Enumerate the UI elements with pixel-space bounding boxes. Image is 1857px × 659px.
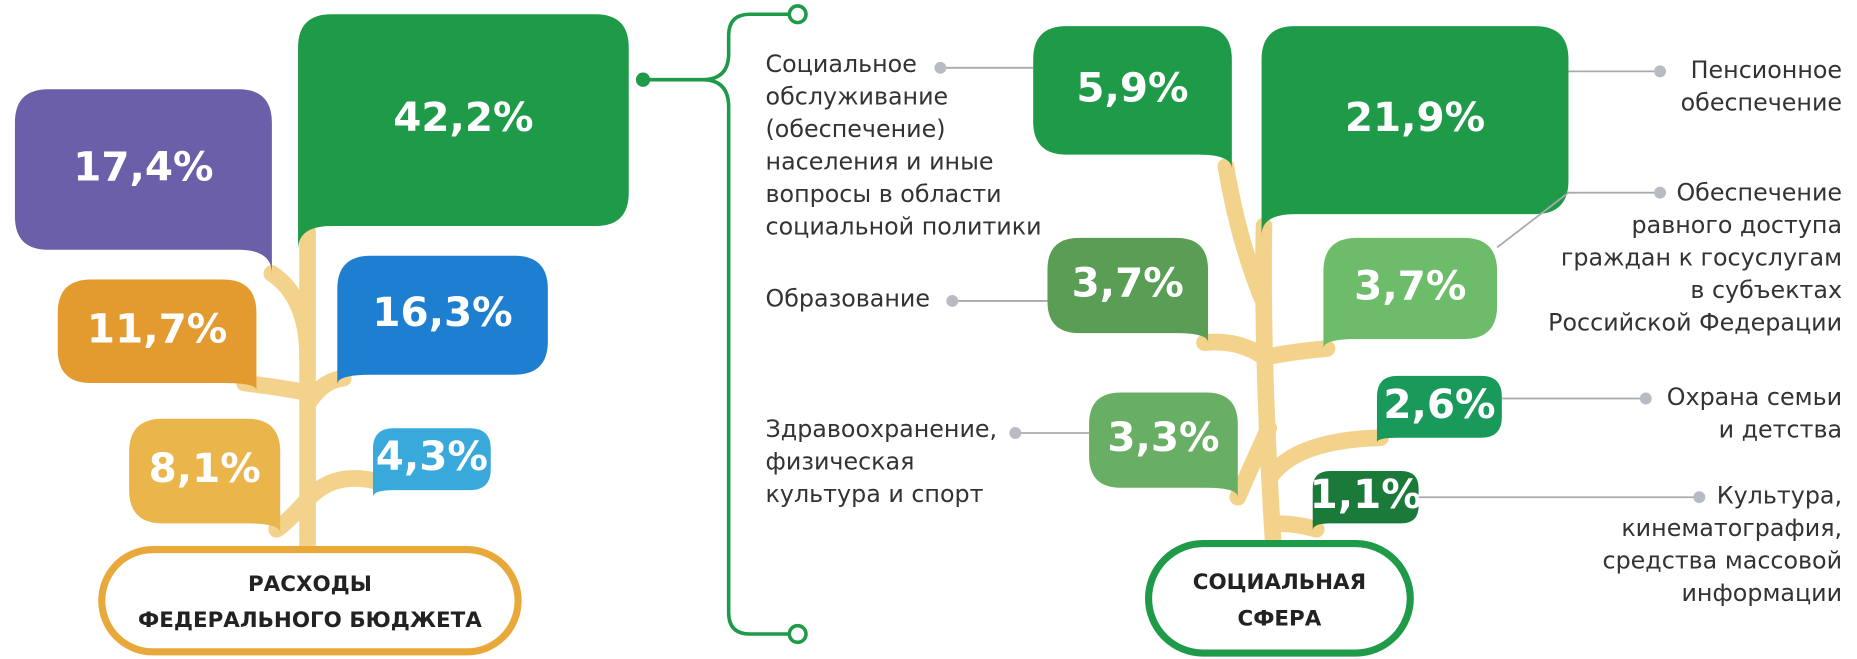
branch [1273,523,1316,529]
leaf-label: обслуживание [766,82,949,110]
leaf-label: обеспечение [1681,88,1842,116]
leaf-value: 21,9% [1345,93,1485,141]
leaf-value: 3,3% [1107,413,1219,461]
leaf-label: социальной политики [766,212,1042,240]
leader-dot [946,295,958,307]
leaf-value: 17,4% [73,143,213,191]
infographic: РАСХОДЫ ФЕДЕРАЛЬНОГО БЮДЖЕТА СОЦИАЛЬНАЯ … [0,0,1857,659]
leaf-label: кинематография, [1621,514,1842,542]
leader-dot [1654,187,1666,199]
leaf-label: Обеспечение [1676,178,1842,206]
leaf-label: Социальное [766,50,917,78]
leader-dot [1640,393,1652,405]
branch [1266,349,1327,357]
pill-text: СФЕРА [1237,607,1321,632]
leader-dot [1009,427,1021,439]
leaf-value: 1,1% [1310,470,1422,518]
leaf-label: физическая [766,448,915,476]
leaf-value: 4,3% [376,432,488,480]
leaf-label: вопросы в области [766,180,1002,208]
leaf-label: Российской Федерации [1548,308,1842,336]
leaf-label: Пенсионное [1691,56,1842,84]
bracket-end [789,626,806,643]
leaf-value: 5,9% [1076,63,1188,111]
leaf-label: граждан к госуслугам [1561,243,1842,271]
pill-text: СОЦИАЛЬНАЯ [1193,570,1366,595]
pill-text: РАСХОДЫ [248,572,372,597]
leader-dot [1654,65,1666,77]
bracket-dot [636,73,650,87]
pill-text: ФЕДЕРАЛЬНОГО БЮДЖЕТА [138,608,482,633]
branch [1204,342,1263,357]
right-trunk [1264,226,1274,547]
bracket-end [789,6,806,23]
leaf-label: Культура, [1717,482,1842,510]
leaf-label: в субъектах [1690,276,1842,304]
right-pill [1149,544,1411,653]
leaf-label: средства массовой [1602,547,1842,575]
left-pill [102,550,518,652]
leaf-label: информации [1681,579,1842,607]
leaf-value: 8,1% [149,444,261,492]
leaf-value: 16,3% [372,288,512,336]
leaf-label: населения и иные [766,147,994,175]
branch [308,478,379,499]
leaf-value: 2,6% [1383,380,1495,428]
leaf-label: равного доступа [1632,211,1843,239]
leaf-value: 11,7% [87,304,227,352]
leaf-label: и детства [1719,415,1842,443]
leaf-label: (обеспечение) [766,115,946,143]
leaf-label: Здравоохранение, [766,415,998,443]
leader-dot [1693,491,1705,503]
leaf-label: Образование [766,284,930,312]
leaf-label: культура и спорт [766,480,984,508]
leaf-value: 3,7% [1354,261,1466,309]
leader-dot [934,62,946,74]
leaf-value: 3,7% [1072,258,1184,306]
leaf-value: 42,2% [393,93,533,141]
leaf-label: Охрана семьи [1667,383,1842,411]
